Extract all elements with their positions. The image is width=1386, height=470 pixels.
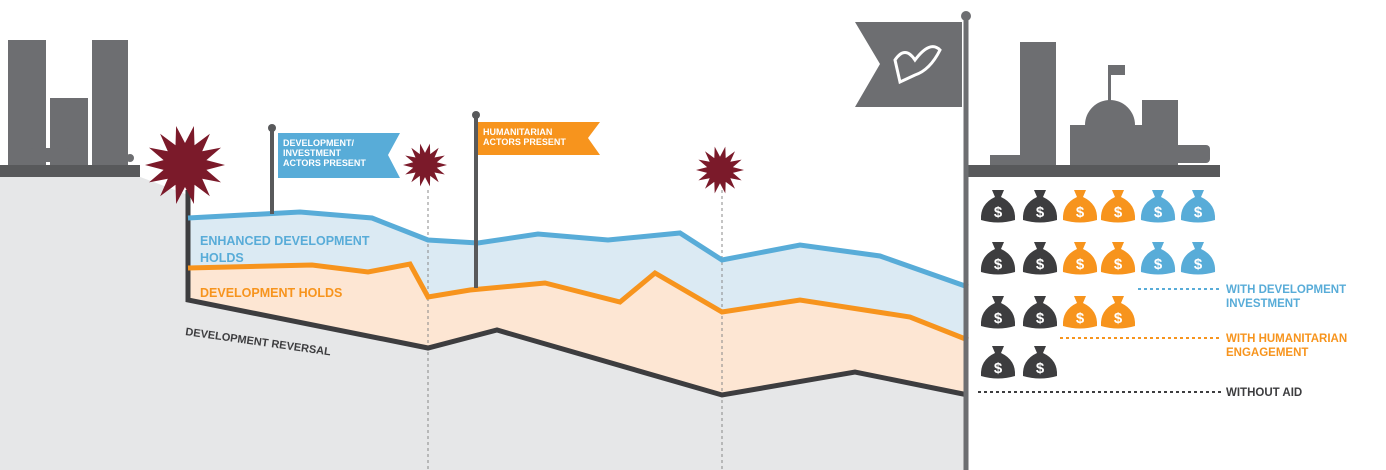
bag-symbol: $	[1036, 256, 1045, 273]
bag-symbol: $	[1036, 204, 1045, 221]
zone-label: HOLDS	[200, 251, 244, 265]
left-city	[8, 40, 134, 165]
legend-label: INVESTMENT	[1226, 298, 1300, 310]
pole-top	[472, 111, 480, 119]
bag-symbol: $	[1036, 310, 1045, 327]
flag	[478, 122, 600, 155]
right-ground	[968, 165, 1220, 177]
money-bag	[1180, 190, 1216, 223]
legend-label: WITHOUT AID	[1226, 387, 1302, 399]
money-bag	[1022, 346, 1058, 379]
ground-strip	[0, 165, 140, 177]
flag-label: HUMANITARIAN	[483, 127, 552, 137]
money-bag	[1100, 296, 1136, 329]
reversal-line	[185, 190, 969, 398]
holds-line	[187, 261, 969, 343]
bag-symbol: $	[1194, 204, 1203, 221]
conflict-burst	[145, 126, 225, 204]
orange-zone	[188, 264, 968, 395]
money-bag	[1140, 242, 1176, 275]
bag-symbol: $	[1154, 204, 1163, 221]
money-bag	[1100, 190, 1136, 223]
money-bag	[1062, 296, 1098, 329]
legend-label: ENGAGEMENT	[1226, 347, 1308, 359]
money-bag	[980, 346, 1016, 379]
money-bag	[1180, 242, 1216, 275]
dove	[893, 45, 942, 85]
bag-symbol: $	[1114, 204, 1123, 221]
bag-symbol: $	[1194, 256, 1203, 273]
zone-label: DEVELOPMENT HOLDS	[200, 286, 342, 300]
flag-label: INVESTMENT	[283, 148, 342, 158]
bag-symbol: $	[1154, 256, 1163, 273]
flag-label: ACTORS PRESENT	[283, 158, 366, 168]
bag-symbol: $	[994, 360, 1003, 377]
money-bag	[1062, 242, 1098, 275]
bag-symbol: $	[1076, 256, 1085, 273]
money-bag	[980, 242, 1016, 275]
flag-label: DEVELOPMENT/	[283, 138, 355, 148]
bag-symbol: $	[994, 256, 1003, 273]
zone-label: ENHANCED DEVELOPMENT	[200, 234, 370, 248]
legend-label: WITH DEVELOPMENT	[1226, 284, 1346, 296]
money-bag	[1022, 242, 1058, 275]
money-bag	[1100, 242, 1136, 275]
peace-flag	[855, 22, 962, 107]
pole-top	[268, 124, 276, 132]
money-bag	[1022, 296, 1058, 329]
money-bag	[980, 190, 1016, 223]
legend-label: WITH HUMANITARIAN	[1226, 333, 1347, 345]
blue-zone	[188, 212, 968, 340]
conflict-burst	[403, 143, 447, 187]
bag-symbol: $	[1114, 256, 1123, 273]
bag-symbol: $	[1036, 360, 1045, 377]
flag	[278, 133, 400, 178]
money-bag	[1022, 190, 1058, 223]
bag-symbol: $	[1114, 310, 1123, 327]
bag-symbol: $	[994, 204, 1003, 221]
bag-symbol: $	[994, 310, 1003, 327]
pole-top	[961, 11, 971, 21]
conflict-burst	[696, 146, 744, 194]
money-bag	[1140, 190, 1176, 223]
bag-symbol: $	[1076, 310, 1085, 327]
money-bag	[1062, 190, 1098, 223]
flag-label: ACTORS PRESENT	[483, 137, 566, 147]
bag-symbol: $	[1076, 204, 1085, 221]
enhanced-line	[187, 209, 969, 290]
money-bag	[980, 296, 1016, 329]
right-city	[990, 42, 1210, 165]
